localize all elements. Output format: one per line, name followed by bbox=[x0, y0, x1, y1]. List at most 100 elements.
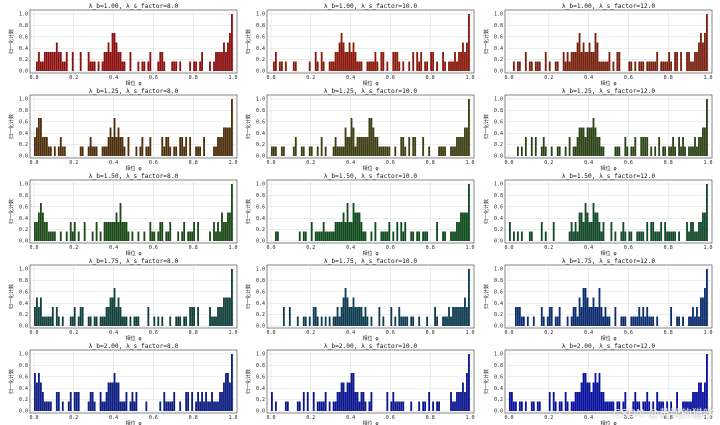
histogram-bar bbox=[215, 401, 217, 411]
x-tick-label: 0.8 bbox=[189, 75, 198, 81]
histogram-bar bbox=[396, 401, 399, 411]
histogram-bar bbox=[596, 212, 599, 241]
histogram-bar bbox=[105, 392, 108, 411]
histogram-bar bbox=[604, 307, 607, 326]
histogram-bar bbox=[310, 146, 313, 156]
histogram-bar bbox=[348, 137, 351, 156]
histogram-bar bbox=[332, 146, 335, 156]
histogram-bar bbox=[147, 307, 150, 326]
histogram-bar bbox=[638, 61, 641, 71]
histogram-bar bbox=[217, 401, 219, 411]
histogram-bar bbox=[368, 118, 371, 156]
histogram-bar bbox=[606, 316, 609, 326]
subplot-title: λ_b=2.00, λ_s_factor=12.0 bbox=[562, 343, 655, 350]
histogram-bar bbox=[93, 401, 96, 411]
histogram-bar bbox=[344, 288, 347, 326]
histogram-bar bbox=[203, 137, 205, 156]
histogram-bar bbox=[39, 61, 42, 71]
histogram-bar bbox=[271, 146, 273, 156]
histogram-bar bbox=[566, 52, 569, 71]
histogram-bar bbox=[113, 118, 116, 156]
x-tick-label: 1.0 bbox=[465, 245, 474, 251]
histogram-bar bbox=[161, 52, 164, 71]
histogram-bar bbox=[592, 297, 595, 326]
histogram-bar bbox=[362, 231, 365, 241]
x-tick-label: 1.0 bbox=[703, 160, 712, 166]
histogram-bar bbox=[181, 137, 184, 156]
histogram-bar bbox=[344, 52, 347, 71]
histogram-bar bbox=[348, 42, 351, 71]
histogram-bar bbox=[574, 307, 577, 326]
x-tick-label: 0.8 bbox=[426, 330, 435, 336]
histogram-bar bbox=[462, 212, 464, 241]
histogram-bar bbox=[129, 52, 132, 71]
y-tick-label: 0.2 bbox=[19, 227, 28, 233]
y-tick-label: 0.2 bbox=[256, 142, 265, 148]
histogram-bar bbox=[47, 146, 50, 156]
x-axis-label: 相位 φ bbox=[600, 420, 616, 425]
histogram-bar bbox=[298, 401, 301, 411]
histogram-bar bbox=[334, 401, 337, 411]
histogram-bar bbox=[374, 52, 377, 71]
histogram-bar bbox=[87, 52, 90, 71]
x-tick-label: 0.4 bbox=[346, 75, 355, 81]
histogram-bar bbox=[221, 137, 223, 156]
histogram-bar bbox=[582, 222, 585, 241]
histogram-bar bbox=[509, 222, 511, 241]
histogram-bar bbox=[163, 61, 166, 71]
histogram-bar bbox=[704, 33, 706, 71]
histogram-bar bbox=[584, 203, 587, 241]
histogram-bar bbox=[352, 127, 355, 156]
x-tick-label: 1.0 bbox=[703, 330, 712, 336]
histogram-bar bbox=[227, 127, 229, 156]
histogram-bar bbox=[169, 222, 172, 241]
histogram-bar bbox=[570, 316, 573, 326]
histogram-bar bbox=[412, 52, 415, 71]
y-tick-label: 0.2 bbox=[494, 227, 503, 233]
histogram-bar bbox=[342, 382, 345, 411]
histogram-bar bbox=[402, 231, 405, 241]
histogram-bar bbox=[312, 307, 315, 326]
y-tick-label: 0.8 bbox=[494, 23, 503, 29]
plot-area bbox=[504, 94, 713, 159]
histogram-bar bbox=[49, 146, 52, 156]
histogram-bar bbox=[650, 61, 653, 71]
histogram-bar bbox=[336, 222, 339, 241]
histogram-bar bbox=[382, 231, 385, 241]
histogram-bar bbox=[99, 392, 102, 411]
histogram-bar bbox=[442, 316, 444, 326]
histogram-bar bbox=[147, 61, 150, 71]
x-tick-label: 0.6 bbox=[149, 75, 158, 81]
histogram-bar bbox=[620, 316, 623, 326]
y-tick-label: 0.0 bbox=[256, 409, 265, 415]
x-tick-label: 1.0 bbox=[228, 75, 237, 81]
histogram-bar bbox=[596, 382, 599, 411]
histogram-bar bbox=[400, 222, 403, 241]
histogram-bar bbox=[328, 231, 331, 241]
histogram-bar bbox=[448, 61, 450, 71]
histogram-bar bbox=[646, 222, 649, 241]
histogram-bar bbox=[157, 61, 160, 71]
histogram-bar bbox=[332, 61, 335, 71]
x-tick-label: 0.6 bbox=[624, 160, 633, 166]
histogram-bar bbox=[676, 392, 678, 411]
histogram-bar bbox=[45, 137, 48, 156]
histogram-bar bbox=[302, 392, 305, 411]
x-tick-label: 1.0 bbox=[228, 245, 237, 251]
histogram-bar bbox=[34, 307, 36, 326]
histogram-bar bbox=[189, 307, 192, 326]
histogram-bar bbox=[700, 33, 702, 71]
histogram-bar bbox=[668, 231, 671, 241]
plot-area bbox=[29, 179, 238, 244]
histogram-bar bbox=[400, 401, 403, 411]
x-tick-label: 0.2 bbox=[544, 245, 553, 251]
histogram-bar bbox=[292, 61, 295, 71]
histogram-bar bbox=[632, 401, 635, 411]
histogram-bar bbox=[344, 127, 347, 156]
x-tick-label: 0.8 bbox=[664, 415, 673, 421]
histogram-bar bbox=[464, 297, 466, 326]
subplot-title: λ_b=2.00, λ_s_factor=10.0 bbox=[324, 343, 417, 350]
y-tick-label: 0.6 bbox=[19, 34, 28, 40]
histogram-bar bbox=[117, 52, 120, 71]
histogram-bar bbox=[574, 392, 577, 411]
